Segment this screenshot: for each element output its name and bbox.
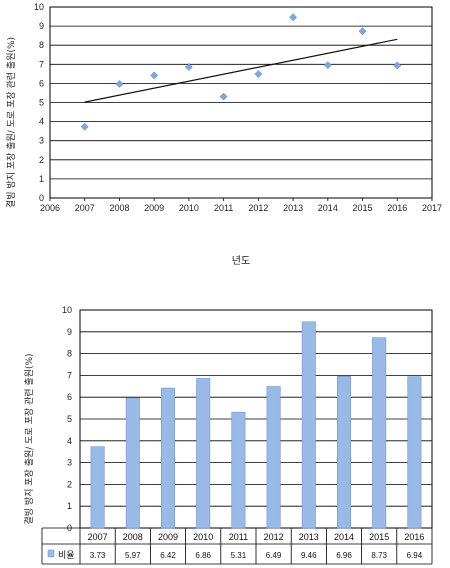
x-category-label: 2009 <box>158 532 178 542</box>
scatter-y-tick: 4 <box>39 117 44 127</box>
bar-y-tick: 9 <box>67 327 72 337</box>
scatter-x-tick: 2008 <box>109 203 129 213</box>
scatter-point <box>115 80 124 88</box>
scatter-y-tick: 7 <box>39 59 44 69</box>
scatter-point <box>80 122 89 131</box>
bar-y-tick: 10 <box>62 305 72 315</box>
scatter-x-axis-title: 년도 <box>232 255 250 267</box>
scatter-point <box>289 13 298 22</box>
data-value-label: 6.94 <box>407 551 423 560</box>
bar <box>90 446 105 529</box>
scatter-x-tick: 2013 <box>283 203 303 213</box>
legend-swatch <box>47 549 55 558</box>
x-category-label: 2008 <box>123 532 143 542</box>
bar <box>266 386 281 529</box>
scatter-x-tick: 2016 <box>387 203 407 213</box>
scatter-x-tick: 2015 <box>353 203 373 213</box>
scatter-plot-frame <box>49 6 433 199</box>
data-value-label: 9.46 <box>301 551 317 560</box>
scatter-chart: 0 1 2 3 4 5 6 7 8 9 10 2006 2007 2008 2009 2010 2011 201… <box>6 2 442 267</box>
scatter-y-tick: 10 <box>34 2 44 12</box>
scatter-y-tick: 8 <box>39 40 44 50</box>
scatter-y-tick: 3 <box>39 136 44 146</box>
bar <box>196 378 211 529</box>
scatter-x-tick: 2006 <box>40 203 60 213</box>
legend-series-name: 비율 <box>58 550 75 561</box>
data-value-label: 6.86 <box>195 551 211 560</box>
data-value-label: 8.73 <box>371 551 387 560</box>
data-table: 2007 3.73 2008 5.97 2009 6.42 2010 6.86 2011 5.31… <box>41 527 433 565</box>
scatter-x-tick: 2010 <box>179 203 199 213</box>
bar <box>161 387 175 529</box>
bar-y-tick: 2 <box>67 479 72 489</box>
scatter-x-tick: 2017 <box>422 203 442 213</box>
scatter-point <box>254 70 263 78</box>
scatter-point <box>323 61 332 70</box>
bar <box>372 337 387 529</box>
scatter-points <box>80 13 402 131</box>
scatter-gridlines <box>50 6 432 199</box>
scatter-x-tick: 2009 <box>144 203 164 213</box>
bar <box>125 397 140 529</box>
x-category-label: 2015 <box>369 532 389 542</box>
scatter-x-tick: 2007 <box>75 203 95 213</box>
scatter-point <box>219 92 228 101</box>
bar <box>301 321 316 529</box>
scatter-y-axis-title: 결빙 방지 포장 출원/ 도로 포장 관련 출원(%) <box>6 37 17 208</box>
bar-y-tick: 5 <box>67 414 72 424</box>
scatter-trendline <box>84 38 398 103</box>
scatter-y-tick-labels: 0 1 2 3 4 5 6 7 8 9 10 <box>34 2 44 203</box>
scatter-y-tick: 5 <box>39 98 44 108</box>
scatter-point <box>150 71 159 80</box>
scatter-x-tick: 2011 <box>214 203 233 213</box>
bar <box>407 376 422 529</box>
data-value-label: 6.96 <box>336 551 352 560</box>
x-category-label: 2014 <box>334 532 354 542</box>
x-category-label: 2007 <box>88 532 108 542</box>
scatter-point <box>393 61 402 70</box>
bar-y-tick: 1 <box>67 501 72 511</box>
x-category-label: 2012 <box>264 532 284 542</box>
scatter-x-tick-labels: 2006 2007 2008 2009 2010 2011 2012 2013 2014 2015… <box>40 198 442 213</box>
scatter-x-tick: 2012 <box>248 203 268 213</box>
x-category-label: 2016 <box>404 532 424 542</box>
bar-series <box>90 321 422 529</box>
data-value-label: 3.73 <box>90 551 106 560</box>
bar-y-tick: 8 <box>67 349 72 359</box>
scatter-point <box>358 27 367 36</box>
scatter-point <box>184 63 193 71</box>
data-value-label: 6.42 <box>160 551 176 560</box>
scatter-y-tick: 9 <box>39 21 44 31</box>
bar-y-tick: 7 <box>67 370 72 380</box>
x-category-label: 2013 <box>299 532 319 542</box>
scatter-y-tick: 0 <box>39 193 44 203</box>
data-value-label: 6.49 <box>266 551 282 560</box>
scatter-y-tick: 6 <box>39 78 44 88</box>
bar-y-tick: 3 <box>67 458 72 468</box>
bar-y-axis-title: 결빙 방지 포장 출원/ 도로 포장 관련 출원(%) <box>24 353 35 524</box>
bar <box>337 375 351 529</box>
bar-y-tick: 4 <box>67 436 72 446</box>
bar <box>231 411 246 529</box>
x-category-label: 2011 <box>229 532 248 542</box>
bar-y-tick: 6 <box>67 392 72 402</box>
x-category-label: 2010 <box>193 532 213 542</box>
data-value-label: 5.97 <box>125 551 141 560</box>
data-value-label: 5.31 <box>231 551 247 560</box>
scatter-y-tick: 1 <box>39 174 44 184</box>
scatter-x-tick: 2014 <box>318 203 338 213</box>
scatter-y-tick: 2 <box>39 155 44 165</box>
